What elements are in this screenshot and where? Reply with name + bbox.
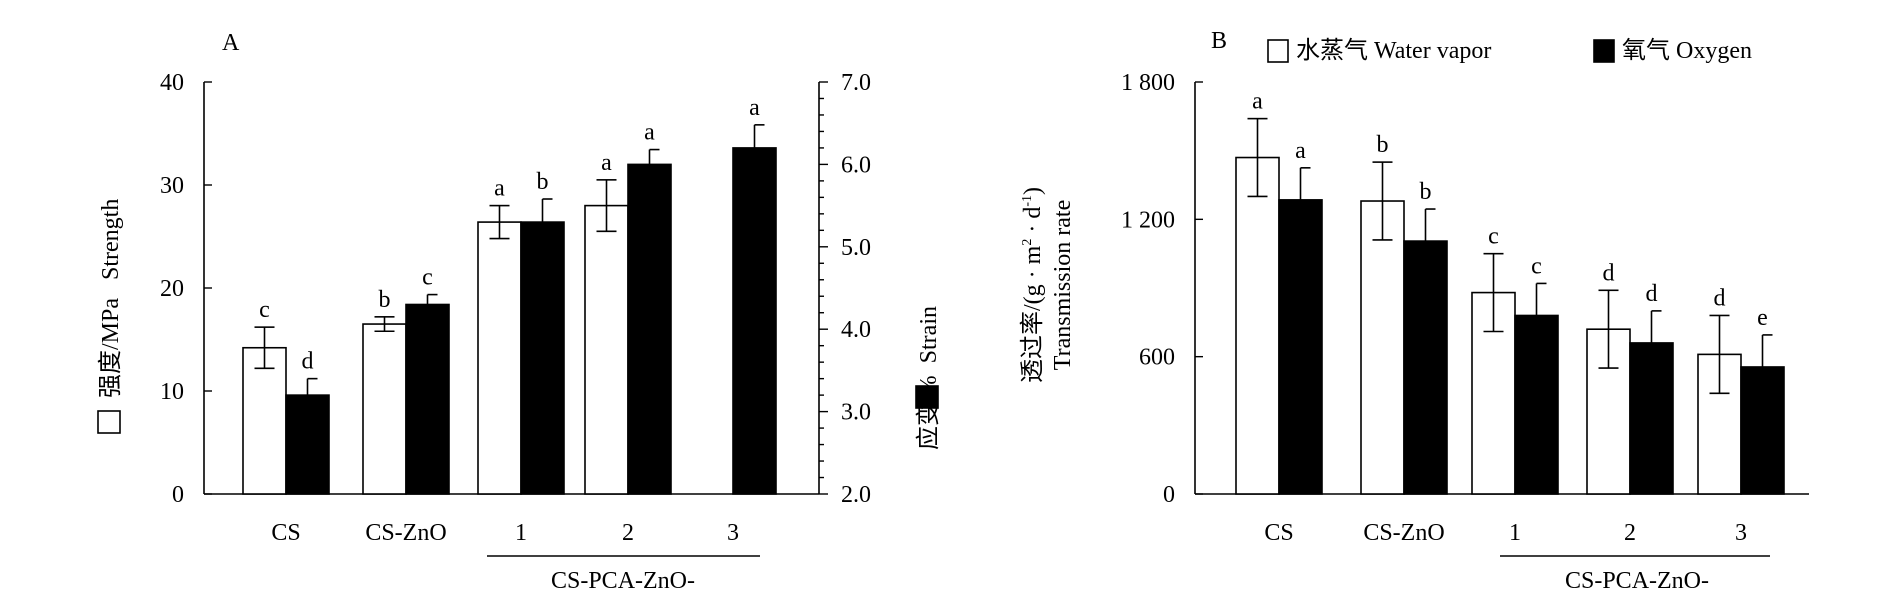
category-label: CS <box>1264 520 1293 546</box>
left-tick-label: 0 <box>172 482 184 508</box>
right-tick-label: 6.0 <box>841 152 871 178</box>
strain-bar <box>520 221 565 495</box>
category-label: 2 <box>1624 520 1636 546</box>
significance-letter: e <box>1757 305 1768 331</box>
significance-letter: a <box>644 120 655 146</box>
strength-bar <box>477 221 522 495</box>
panel-b-categories: CS CS-ZnO 1 2 3 <box>1264 520 1747 546</box>
panel-a-strain-swatch <box>915 385 939 409</box>
strain-bar <box>405 303 450 495</box>
water-vapor-bar <box>1235 156 1280 495</box>
strain-bar <box>627 163 672 495</box>
panel-b-legend: 水蒸气 Water vapor 氧气 Oxygen <box>1267 37 1752 64</box>
significance-letter: d <box>1646 281 1658 307</box>
significance-letter: d <box>1714 285 1726 311</box>
strain-bar <box>285 394 330 495</box>
y-tick-label: 600 <box>1139 345 1175 371</box>
legend-label-oxygen: 氧气 Oxygen <box>1622 37 1752 64</box>
significance-letter: a <box>494 176 505 202</box>
panel-a-right-axis-title: 应变/% Strain <box>915 306 942 450</box>
oxygen-bar <box>1629 342 1674 495</box>
oxygen-bar <box>1514 314 1559 495</box>
panel-a: A 0 10 20 30 40 2.0 3.0 4.0 5.0 6.0 7.0 c b a a d c b a a… <box>97 30 942 594</box>
significance-letter: a <box>1295 138 1306 164</box>
y-tick-label: 0 <box>1163 482 1175 508</box>
panel-b-y-axis-label-line1: 透过率/(g · m2 · d-1) <box>1019 187 1046 383</box>
left-tick-label: 40 <box>160 70 184 96</box>
strain-bar <box>732 147 777 495</box>
left-tick-label: 20 <box>160 276 184 302</box>
category-label: CS-ZnO <box>1363 520 1444 546</box>
panel-a-right-axis-label: 应变/% Strain <box>915 306 942 450</box>
panel-b-y-ticks: 0 600 1 200 1 800 <box>1121 70 1203 508</box>
category-label: 3 <box>727 520 739 546</box>
panel-a-label: A <box>222 30 240 56</box>
panel-b-y-axis-label-line2: Transmission rate <box>1050 200 1076 370</box>
panel-a-categories: CS CS-ZnO 1 2 3 <box>271 520 739 546</box>
panel-a-left-ticks: 0 10 20 30 40 <box>160 70 212 508</box>
strength-bar <box>242 346 287 495</box>
category-label: 2 <box>622 520 634 546</box>
right-tick-label: 4.0 <box>841 317 871 343</box>
panel-b-label: B <box>1211 28 1227 54</box>
significance-letter: d <box>1603 260 1615 286</box>
significance-letter: b <box>1420 179 1432 205</box>
significance-letter: d <box>302 349 314 375</box>
panel-b-y-axis-title: 透过率/(g · m2 · d-1) Transmission rate <box>1019 187 1076 383</box>
panel-a-group-label: CS-PCA-ZnO- <box>551 568 695 594</box>
significance-letter: c <box>422 265 433 291</box>
right-tick-label: 2.0 <box>841 482 871 508</box>
right-tick-label: 3.0 <box>841 400 871 426</box>
strength-bar <box>362 323 407 495</box>
significance-letter: c <box>259 297 270 323</box>
panel-a-right-ticks: 2.0 3.0 4.0 5.0 6.0 7.0 <box>819 70 871 508</box>
right-tick-label: 5.0 <box>841 235 871 261</box>
left-tick-label: 30 <box>160 173 184 199</box>
significance-letter: a <box>601 150 612 176</box>
water-vapor-bar <box>1360 200 1405 495</box>
strength-bar <box>584 204 629 495</box>
panel-a-left-axis-label: 强度/MPa Strength <box>97 199 124 398</box>
oxygen-bar <box>1278 199 1323 495</box>
legend-label-water-vapor: 水蒸气 Water vapor <box>1296 37 1491 64</box>
left-tick-label: 10 <box>160 379 184 405</box>
panel-a-bars: c b a a d c b a a <box>242 95 777 495</box>
right-tick-label: 7.0 <box>841 70 871 96</box>
category-label: 3 <box>1735 520 1747 546</box>
significance-letter: b <box>537 169 549 195</box>
legend-swatch-water-vapor <box>1267 39 1289 63</box>
significance-letter: c <box>1531 253 1542 279</box>
significance-letter: b <box>379 287 391 313</box>
significance-letter: b <box>1377 132 1389 158</box>
legend-swatch-oxygen <box>1593 39 1615 63</box>
category-label: 1 <box>1509 520 1521 546</box>
significance-letter: c <box>1488 224 1499 250</box>
significance-letter: a <box>749 95 760 121</box>
panel-b-bars: a b c d d a b c d e <box>1235 89 1785 495</box>
oxygen-bar <box>1740 366 1785 495</box>
significance-letter: a <box>1252 89 1263 115</box>
panel-a-left-axis-title: 强度/MPa Strength <box>97 199 124 434</box>
oxygen-bar <box>1403 240 1448 495</box>
category-label: CS-ZnO <box>365 520 446 546</box>
panel-a-strength-swatch <box>97 410 121 434</box>
category-label: CS <box>271 520 300 546</box>
panel-b-group-label: CS-PCA-ZnO- <box>1565 568 1709 594</box>
y-tick-label: 1 200 <box>1121 207 1175 233</box>
category-label: 1 <box>515 520 527 546</box>
y-tick-label: 1 800 <box>1121 70 1175 96</box>
